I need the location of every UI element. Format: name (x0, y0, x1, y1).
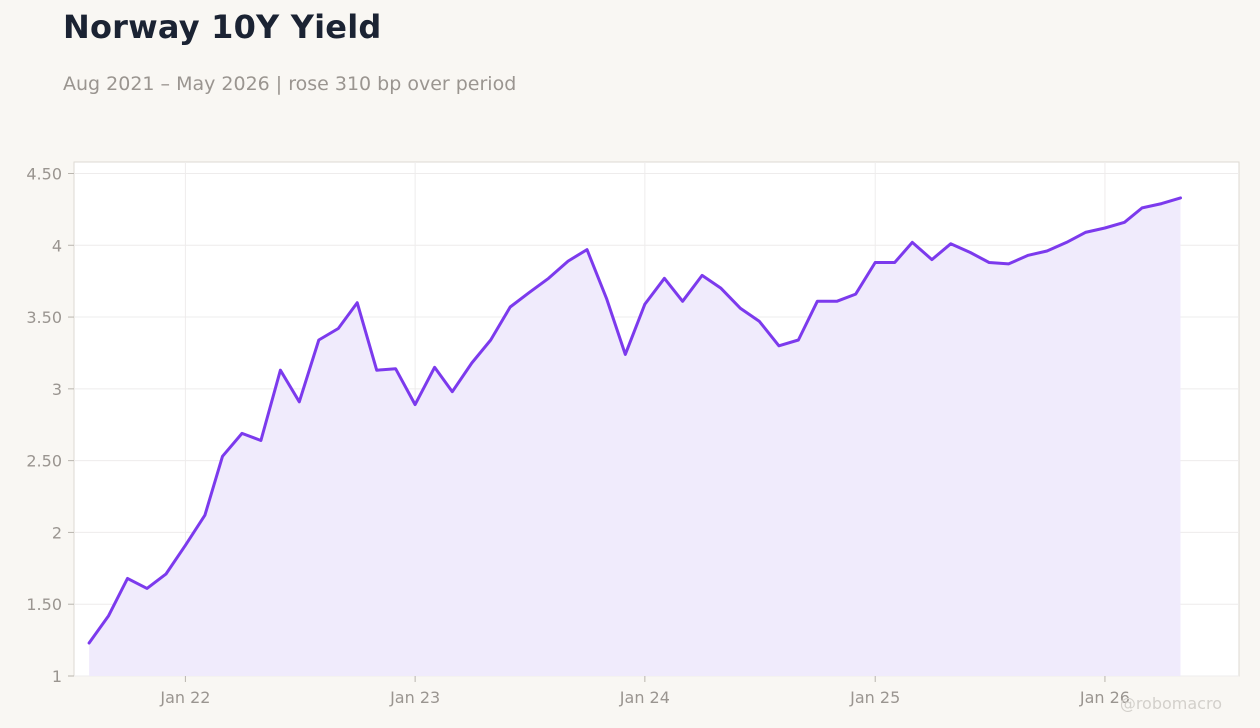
data-point (451, 390, 454, 393)
y-tick-label: 2 (52, 523, 62, 542)
data-point (720, 287, 723, 290)
data-point (489, 339, 492, 342)
data-point (949, 242, 952, 245)
data-point (433, 366, 436, 369)
data-point (375, 369, 378, 372)
data-point (146, 587, 149, 590)
data-point (758, 320, 761, 323)
data-point (797, 339, 800, 342)
data-point (547, 277, 550, 280)
data-point (356, 301, 359, 304)
data-point (1007, 262, 1010, 265)
data-point (681, 300, 684, 303)
x-tick-label: Jan 23 (389, 688, 440, 707)
data-point (1084, 231, 1087, 234)
data-point (414, 403, 417, 406)
data-point (509, 306, 512, 309)
x-tick-label: Jan 24 (619, 688, 670, 707)
data-point (911, 241, 914, 244)
data-point (298, 400, 301, 403)
data-point (835, 300, 838, 303)
data-point (259, 439, 262, 442)
y-tick-label: 3.50 (26, 308, 62, 327)
data-point (605, 297, 608, 300)
data-point (1046, 250, 1049, 253)
data-point (337, 327, 340, 330)
data-point (470, 362, 473, 365)
y-tick-label: 3 (52, 380, 62, 399)
x-tick-label: Jan 26 (1079, 688, 1130, 707)
y-tick-label: 1 (52, 667, 62, 686)
area-fill (89, 197, 1181, 676)
watermark: @robomacro (1119, 694, 1222, 713)
data-point (88, 641, 91, 644)
data-point (739, 307, 742, 310)
data-point (663, 277, 666, 280)
data-point (184, 544, 187, 547)
data-point (241, 432, 244, 435)
data-point (893, 261, 896, 264)
x-tick-label: Jan 25 (849, 688, 900, 707)
data-point (126, 577, 129, 580)
chart-subtitle: Aug 2021 – May 2026 | rose 310 bp over p… (63, 73, 517, 95)
data-point (394, 367, 397, 370)
x-tick-label: Jan 22 (159, 688, 210, 707)
data-point (1141, 206, 1144, 209)
axes: 1 1.50 2 2.50 3 3.50 4 4.50 Jan 22 Jan 23 Jan 24 Ja… (26, 164, 1130, 707)
data-point (317, 339, 320, 342)
data-point (701, 274, 704, 277)
data-point (1103, 227, 1106, 230)
data-point (107, 614, 110, 617)
data-point (203, 514, 206, 517)
data-point (930, 258, 933, 261)
y-tick-label: 4.50 (26, 164, 62, 183)
data-point (816, 300, 819, 303)
data-point (1179, 196, 1182, 199)
data-point (221, 455, 224, 458)
data-point (279, 369, 282, 372)
y-tick-label: 2.50 (26, 452, 62, 471)
data-point (643, 303, 646, 306)
data-point (585, 248, 588, 251)
data-point (1027, 254, 1030, 257)
data-point (874, 261, 877, 264)
series-line (87, 196, 1182, 645)
y-tick-label: 4 (52, 236, 62, 255)
data-point (567, 260, 570, 263)
data-point (164, 573, 167, 576)
data-point (969, 251, 972, 254)
data-point (988, 261, 991, 264)
y-tick-label: 1.50 (26, 595, 62, 614)
data-point (1160, 202, 1163, 205)
data-point (854, 293, 857, 296)
data-point (528, 291, 531, 294)
data-point (777, 344, 780, 347)
data-point (624, 353, 627, 356)
data-point (1065, 241, 1068, 244)
data-point (1123, 221, 1126, 224)
chart-title: Norway 10Y Yield (63, 8, 382, 46)
